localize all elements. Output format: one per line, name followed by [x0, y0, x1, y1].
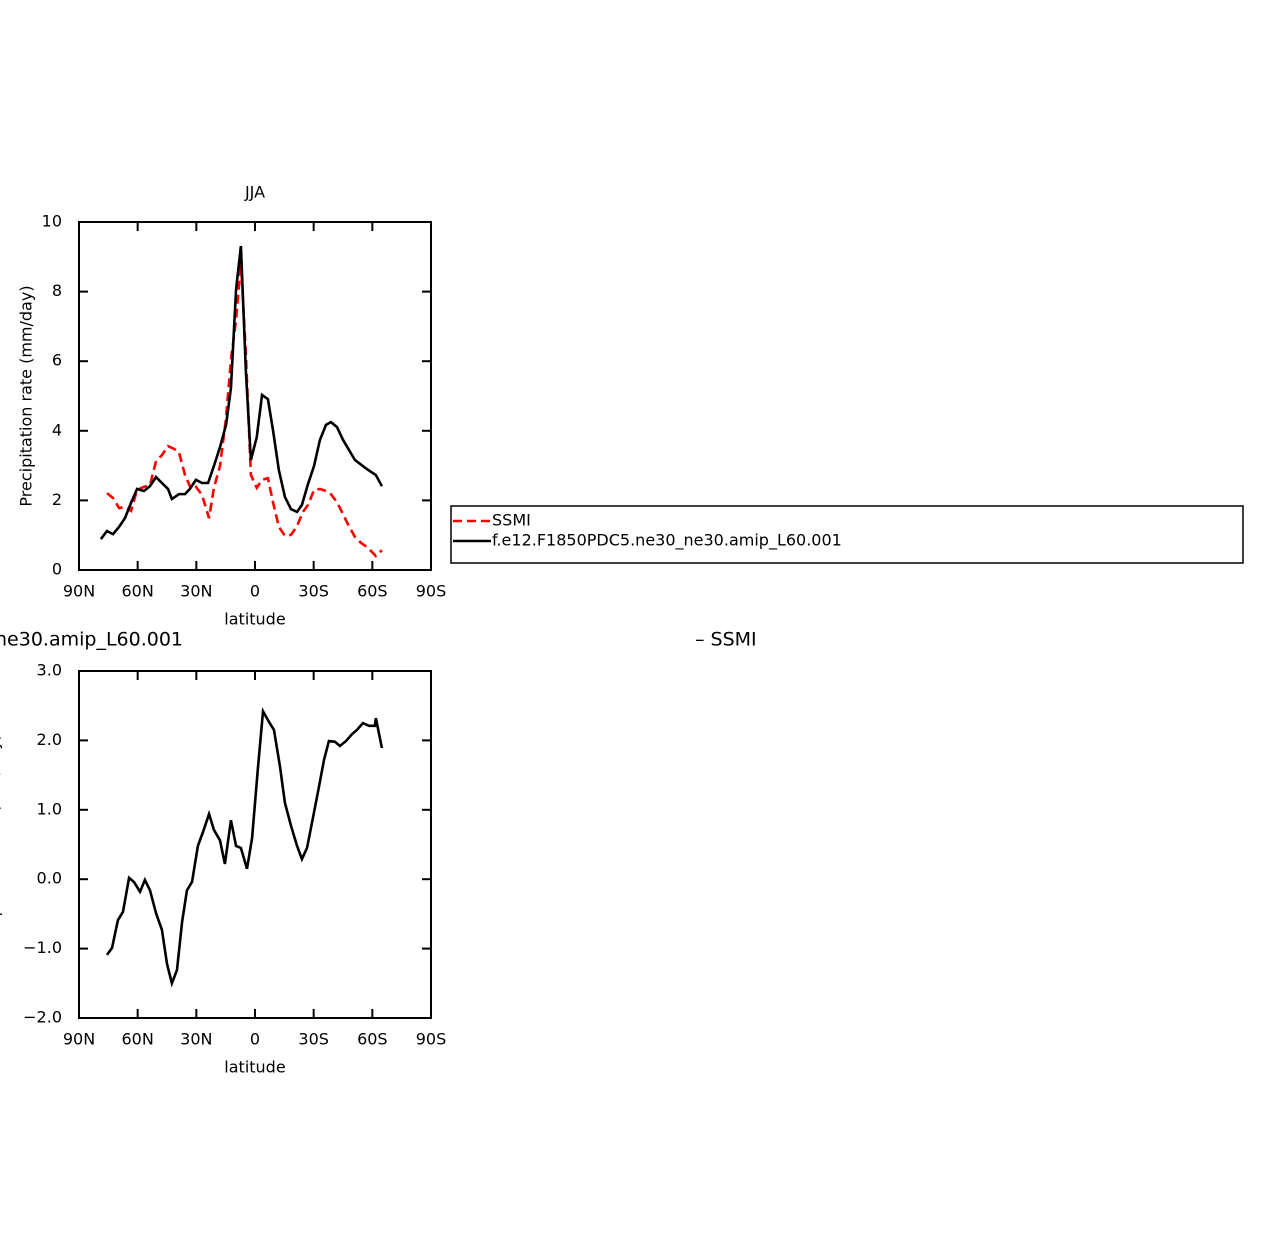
x-axis-label: latitude: [224, 1058, 285, 1077]
plot-frame: [78, 670, 432, 1019]
x-axis-label: latitude: [224, 610, 285, 629]
x-tick-label: 90S: [416, 1030, 447, 1049]
data-line: [105, 706, 384, 988]
y-axis-label: Precipitation rate (mm/day): [0, 734, 3, 955]
x-tick-label: 0: [250, 1030, 260, 1049]
data-line: [99, 245, 384, 540]
x-tick-label: 0: [250, 582, 260, 601]
y-tick-label: 0: [52, 560, 62, 579]
y-tick-label: 6: [52, 351, 62, 370]
legend-label: f.e12.F1850PDC5.ne30_ne30.amip_L60.001: [492, 531, 842, 551]
y-tick-label: 2: [52, 490, 62, 509]
plot-frame: [78, 221, 432, 571]
y-tick-label: 10: [42, 212, 62, 231]
x-tick-label: 90S: [416, 582, 447, 601]
y-tick-label: −2.0: [23, 1008, 62, 1027]
legend-box: [450, 505, 1244, 564]
y-tick-label: 1.0: [37, 799, 62, 818]
x-tick-label: 30S: [298, 582, 329, 601]
x-tick-label: 90N: [63, 582, 95, 601]
y-tick-label: 2.0: [37, 730, 62, 749]
y-tick-label: −1.0: [23, 938, 62, 957]
legend: SSMIf.e12.F1850PDC5.ne30_ne30.amip_L60.0…: [450, 505, 1244, 564]
x-tick-label: 60S: [357, 1030, 388, 1049]
x-tick-label: 60N: [122, 1030, 154, 1049]
y-tick-label: 8: [52, 281, 62, 300]
chart-title: JJA: [244, 183, 265, 202]
x-tick-label: 90N: [63, 1030, 95, 1049]
chart-title: ne30.amip_L60.001: [0, 629, 183, 651]
chart-title: – SSMI: [695, 629, 757, 651]
legend-label: SSMI: [492, 511, 531, 530]
x-tick-label: 30N: [180, 582, 212, 601]
y-tick-label: 0.0: [37, 869, 62, 888]
x-tick-label: 30N: [180, 1030, 212, 1049]
y-axis-label: Precipitation rate (mm/day): [17, 285, 36, 506]
x-tick-label: 60S: [357, 582, 388, 601]
y-tick-label: 4: [52, 420, 62, 439]
x-tick-label: 60N: [122, 582, 154, 601]
y-tick-label: 3.0: [37, 661, 62, 680]
x-tick-label: 30S: [298, 1030, 329, 1049]
